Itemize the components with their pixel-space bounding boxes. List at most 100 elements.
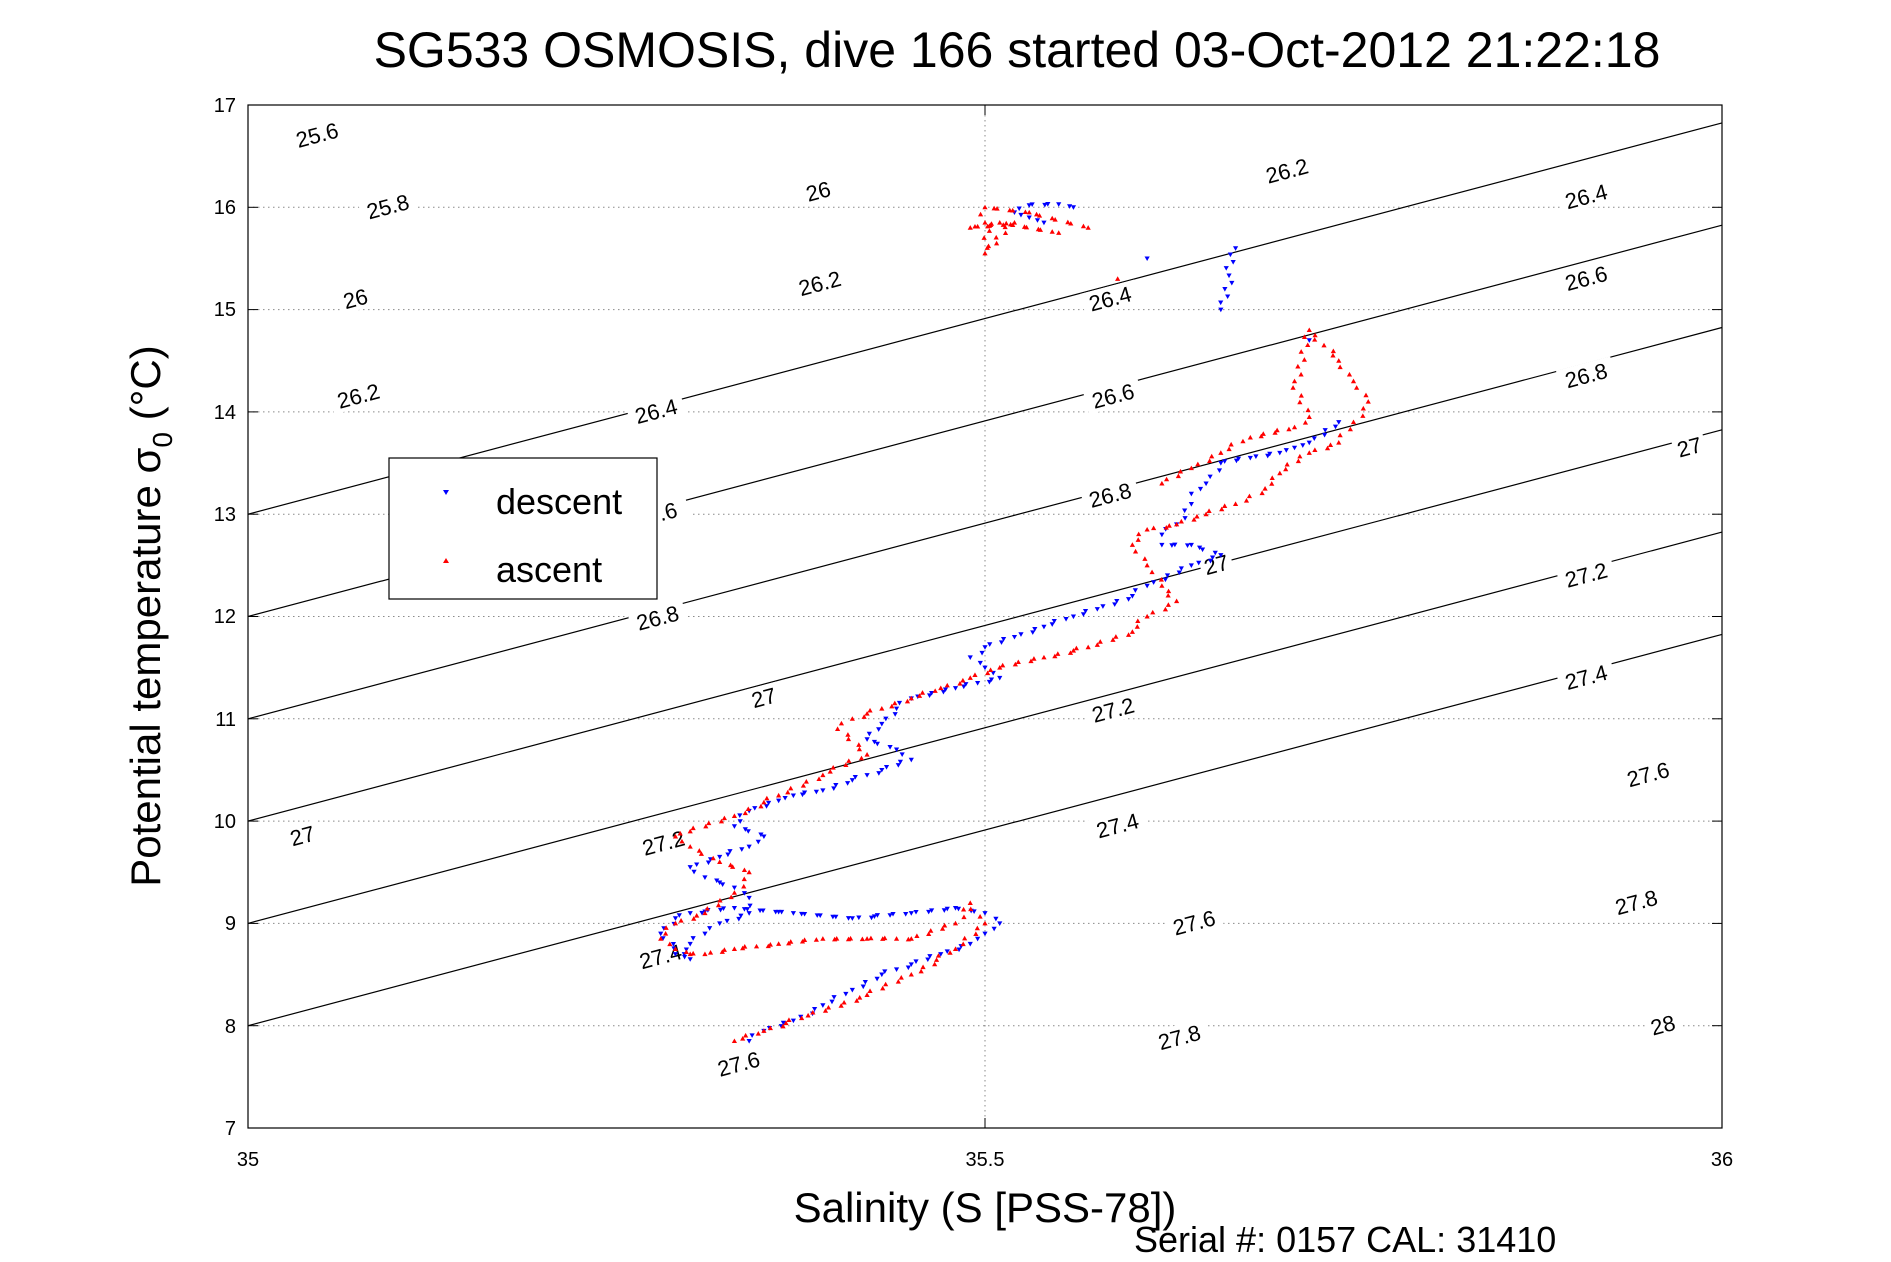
isopycnal-label: 27.4 [630,937,691,975]
descent-point [694,862,700,868]
ascent-point [1305,342,1311,348]
descent-point [986,679,993,685]
ascent-point [841,999,847,1005]
descent-point [874,976,880,982]
ascent-point [856,742,862,747]
ascent-point [864,752,870,757]
descent-point [1229,280,1235,286]
isopycnal-label-text: 27.4 [637,939,685,974]
descent-point [955,906,962,912]
descent-point [1151,580,1157,585]
descent-point [1070,205,1077,210]
chart-title: SG533 OSMOSIS, dive 166 started 03-Oct-2… [374,22,1661,78]
descent-point [926,693,933,699]
descent-point [1207,474,1213,480]
ascent-point [672,946,679,951]
ascent-point [1085,644,1091,650]
isopycnal-label-bg [1555,259,1617,297]
descent-point [1283,448,1289,453]
ascent-point [1336,358,1342,363]
ascent-point [1002,230,1009,235]
ascent-point [1336,439,1342,445]
isopycnal-label-bg [789,264,850,302]
ascent-point [857,994,863,1000]
descent-point [717,854,723,860]
ascent-point [1260,431,1266,436]
y-tick-label: 11 [215,709,236,731]
ascent-point [1178,518,1184,524]
ascent-point [908,936,914,941]
ascent-point [972,672,978,677]
ascent-point [960,906,967,912]
isopycnal-label-text: 27.2 [1562,558,1610,593]
ascent-point [1144,613,1150,619]
descent-point [1094,607,1100,612]
descent-point [1041,220,1047,226]
ascent-point [776,792,782,798]
ascent-point [1291,424,1298,430]
ascent-point [1031,656,1037,661]
ascent-point [1129,629,1135,634]
isopycnal-label: 27.2 [1555,555,1617,594]
ascent-point [822,1008,829,1013]
descent-point [927,954,933,959]
descent-point [871,739,878,745]
isopycnal-label-text: 26.8 [1562,358,1610,393]
legend-label-descent: descent [496,481,622,522]
ascent-point [880,936,886,941]
y-tick-label: 14 [214,402,236,424]
ascent-point [1165,592,1171,598]
descent-point [658,931,664,937]
descent-point [1188,542,1194,548]
ascent-point [861,714,867,719]
x-tick-label: 35.5 [966,1149,1005,1171]
ascent-point [1036,213,1043,218]
ascent-point [1206,508,1212,514]
y-axis-label: Potential temperature σ0 (°C) [122,345,178,887]
isopycnal-label: 27.6 [1163,903,1225,942]
ascent-point [993,240,1000,246]
ascent-point [908,971,914,977]
ascent-point [879,705,885,711]
isopycnal-label-bg [649,495,687,527]
ascent-point [916,693,923,698]
ascent-point [803,779,809,784]
isopycnal-label: 27.6 [1617,755,1679,793]
isopycnal-label: 26 [336,282,374,314]
ascent-point [1312,337,1318,342]
descent-point [687,911,693,916]
descent-point [1199,547,1206,553]
ascent-point [1305,407,1311,413]
ascent-point [687,844,693,849]
ascent-point [858,755,865,761]
ascent-point [932,961,938,967]
descent-point [820,1003,826,1008]
descent-point [1132,588,1138,593]
descent-point [942,687,949,693]
ascent-point [1195,461,1201,467]
ascent-point [1125,632,1132,637]
ascent-point [952,920,959,926]
descent-point [1207,558,1214,564]
ascent-point [893,936,900,941]
descent-point [766,800,772,806]
ascent-point [988,222,994,227]
isopycnal-label-bg [1670,431,1708,463]
serial-calibration-footer: Serial #: 0157 CAL: 31410 [1134,1219,1556,1260]
ascent-point [854,998,860,1003]
ascent-point [1330,352,1336,358]
descent-point [720,906,727,912]
ascent-point [1049,229,1055,234]
descent-point [1056,202,1062,207]
ascent-point [731,946,738,951]
descent-point [829,999,835,1005]
ascent-point [1232,501,1239,506]
ascent-series [658,204,1371,1044]
ascent-point [849,716,855,721]
x-tick-label: 36 [1711,1149,1733,1171]
isopycnal-label: 27.6 [708,1044,769,1083]
y-tick-label: 16 [214,197,236,219]
isopycnal-label: .6 [649,495,687,527]
descent-point [860,984,866,990]
